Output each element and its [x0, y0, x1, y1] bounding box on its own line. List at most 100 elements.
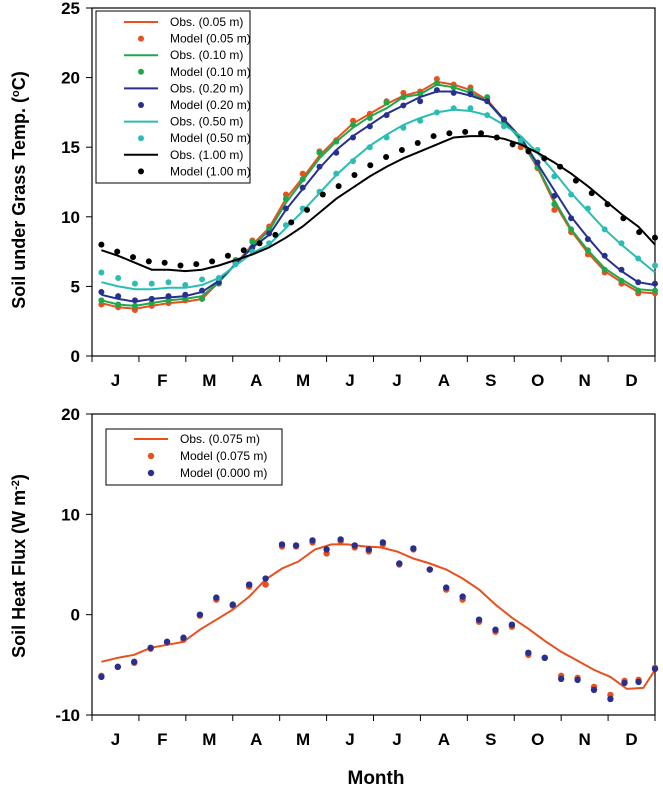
model-point-series-0 — [282, 191, 289, 198]
model-point-series-3 — [148, 280, 155, 287]
model-point-0000 — [651, 665, 659, 673]
model-point-series-2 — [652, 280, 658, 287]
y-axis-bottom: -10 0 10 20 — [55, 405, 92, 725]
month-label: D — [625, 730, 637, 749]
model-point-series-4 — [319, 191, 326, 198]
model-point-series-3 — [350, 158, 357, 165]
month-label: N — [578, 371, 590, 390]
model-point-series-4 — [256, 240, 263, 247]
model-point-series-3 — [584, 205, 591, 212]
legend-label: Obs. (0.10 m) — [170, 48, 243, 62]
legend-top: Obs. (0.05 m) Model (0.05 m) Obs. (0.10 m)… — [95, 10, 251, 184]
model-point-0000 — [309, 537, 316, 544]
y-tick-label: 25 — [61, 0, 80, 18]
model-point-series-1 — [467, 87, 474, 94]
model-point-series-1 — [433, 80, 440, 87]
model-point-series-4 — [288, 219, 295, 226]
model-point-series-1 — [584, 247, 591, 254]
model-point-series-4 — [367, 162, 374, 169]
legend-label: Model (0.075 m) — [180, 449, 267, 463]
model-point-series-1 — [131, 302, 138, 309]
model-point-series-3 — [501, 123, 508, 130]
model-point-series-4 — [398, 146, 405, 153]
model-point-series-1 — [366, 114, 373, 121]
model-point-series-2 — [199, 287, 206, 294]
model-point-series-3 — [282, 222, 289, 229]
model-point-0000 — [163, 638, 171, 645]
model-point-series-3 — [467, 105, 474, 112]
model-point-series-1 — [316, 149, 323, 156]
model-point-series-2 — [400, 102, 407, 109]
model-point-0000 — [131, 658, 138, 666]
legend-box-top — [95, 10, 251, 184]
model-point-series-2 — [282, 205, 289, 212]
model-point-series-4 — [525, 148, 532, 155]
model-point-series-2 — [618, 266, 625, 273]
model-point-0000 — [541, 654, 548, 662]
soil-temperature-chart: 0 5 10 15 20 25 J F M A M J J A S O N D Soil under Grass… — [9, 0, 658, 390]
month-label: F — [157, 371, 167, 390]
month-label: S — [485, 371, 496, 390]
y-axis-label-bottom: Soil Heat Flux (W m-2) — [9, 474, 29, 658]
model-point-series-3 — [165, 279, 172, 286]
model-point-series-1 — [182, 295, 189, 302]
model-point-series-2 — [115, 293, 122, 300]
model-point-series-1 — [148, 300, 155, 307]
legend-dot-swatch — [138, 102, 144, 108]
y-axis-label-bottom-sup: -2 — [10, 480, 22, 490]
legend-label: Model (0.000 m) — [180, 466, 267, 480]
legend-label: Model (1.00 m) — [170, 164, 251, 178]
model-point-0000 — [525, 649, 532, 656]
model-point-0000 — [180, 634, 187, 641]
model-point-series-3 — [131, 280, 138, 287]
model-point-series-3 — [618, 240, 625, 247]
model-point-series-3 — [266, 240, 273, 247]
month-label: D — [625, 371, 637, 390]
y-axis-label-bottom-tail: ) — [9, 474, 29, 480]
model-point-series-1 — [450, 84, 457, 91]
model-point-series-2 — [584, 236, 591, 243]
model-point-series-3 — [182, 282, 189, 289]
legend-label: Model (0.50 m) — [170, 131, 251, 145]
model-point-series-4 — [335, 183, 342, 190]
model-point-series-1 — [98, 297, 105, 304]
model-point-series-3 — [635, 255, 642, 262]
y-axis-label-top-sup: o — [10, 90, 22, 97]
model-point-series-1 — [568, 226, 575, 233]
month-label: M — [202, 730, 216, 749]
model-point-series-4 — [446, 130, 453, 137]
model-point-series-2 — [182, 291, 189, 298]
model-point-series-4 — [383, 153, 390, 160]
model-point-series-3 — [484, 112, 491, 119]
soil-heat-flux-chart: -10 0 10 20 J F M A M J J A S O N D Soil Heat Flux (W … — [9, 405, 659, 789]
month-label: F — [157, 730, 167, 749]
month-label: A — [250, 371, 262, 390]
model-point-series-2 — [635, 279, 642, 286]
y-tick-label: 15 — [61, 138, 80, 157]
model-point-series-2 — [433, 87, 440, 94]
model-point-series-4 — [130, 254, 137, 261]
model-point-0000 — [379, 539, 387, 546]
model-point-series-2 — [165, 293, 172, 300]
model-point-series-2 — [98, 288, 105, 295]
model-point-series-1 — [115, 301, 122, 308]
legend-label: Obs. (0.05 m) — [170, 15, 243, 29]
series-group-top — [98, 75, 658, 314]
model-point-0000 — [396, 560, 403, 567]
model-point-0000 — [351, 542, 358, 549]
obs-line-series-2 — [101, 90, 656, 303]
month-label: J — [111, 371, 120, 390]
model-point-series-3 — [383, 134, 390, 141]
x-axis-label: Month — [348, 768, 405, 789]
model-point-series-2 — [568, 215, 575, 222]
model-point-series-1 — [299, 176, 306, 183]
model-point-series-3 — [433, 109, 440, 116]
y-tick-label: 20 — [61, 405, 80, 424]
model-point-series-4 — [145, 258, 152, 265]
model-point-0000 — [365, 546, 373, 553]
y-tick-label: 10 — [61, 208, 80, 227]
model-point-0000 — [635, 678, 642, 686]
model-point-series-0 — [350, 117, 357, 124]
model-point-series-4 — [351, 172, 358, 179]
legend-dot-swatch — [147, 469, 155, 477]
